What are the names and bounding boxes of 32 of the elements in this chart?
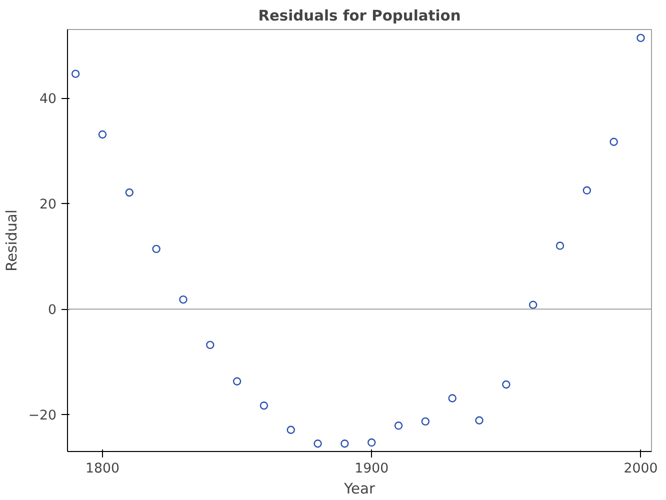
point [636, 34, 645, 42]
point [98, 130, 107, 139]
x-tick-label: 1800 [86, 462, 120, 476]
point [610, 138, 618, 146]
x-tick-label: 2000 [624, 462, 658, 476]
point [582, 186, 592, 194]
x-tick-label: 1900 [354, 462, 389, 476]
y-tick-label: 20 [40, 198, 57, 213]
y-axis-title: Residual [3, 210, 20, 272]
point [179, 295, 188, 304]
point [340, 439, 349, 448]
y-tick-label: 40 [40, 92, 57, 108]
point [314, 439, 322, 448]
point [71, 70, 80, 78]
point [556, 242, 564, 250]
point [152, 244, 160, 254]
point [394, 422, 403, 430]
point [286, 426, 295, 434]
point [475, 416, 484, 424]
point [368, 438, 376, 447]
point [448, 394, 456, 402]
point [260, 402, 268, 410]
y-tick-label: −20 [28, 408, 57, 424]
point [502, 380, 510, 389]
point [528, 300, 538, 309]
point [232, 377, 242, 386]
point [206, 340, 214, 350]
chart-title: Residuals for Population [258, 8, 461, 24]
y-tick-label: 0 [48, 303, 57, 318]
point [421, 417, 430, 426]
x-axis-title: Year [342, 480, 376, 498]
point [125, 188, 134, 197]
